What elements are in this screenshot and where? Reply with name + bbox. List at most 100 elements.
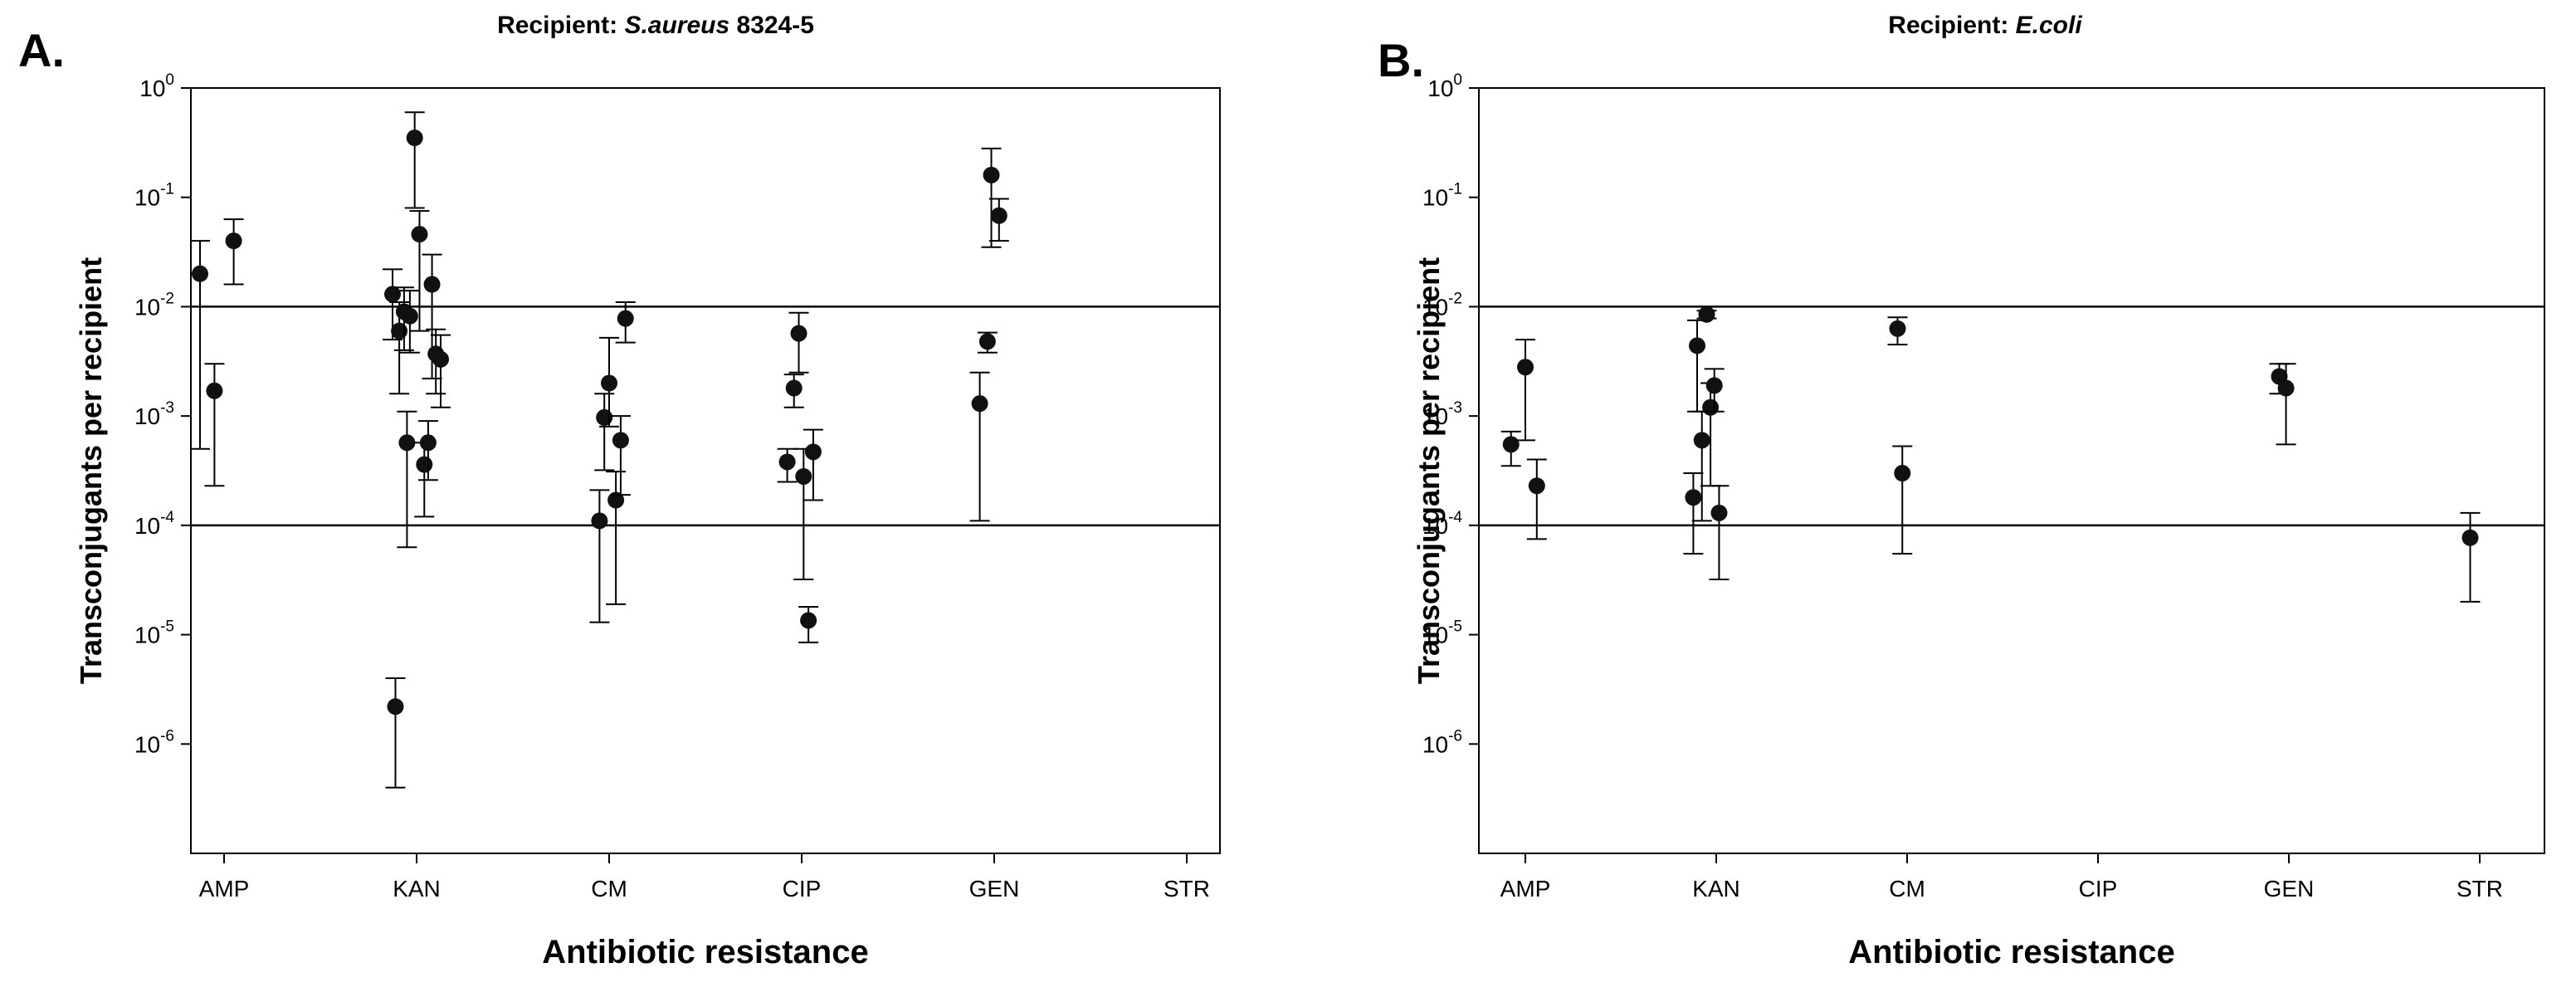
marker: [419, 434, 437, 452]
y-tick-label: 100: [1427, 71, 1462, 101]
chart-panel-a: A. Recipient: S.aureus 8324-5 100 10-1 10-2 1…: [18, 12, 1221, 970]
x-tick-label-cm: CM: [1889, 876, 1925, 902]
y-tick-label: 10-6: [134, 727, 174, 757]
y-tick-label: 10-1: [1422, 181, 1462, 211]
chart-title-prefix: Recipient:: [497, 12, 624, 39]
marker: [1517, 359, 1534, 376]
marker: [1685, 489, 1702, 506]
y-tick-label: 10-2: [1422, 290, 1462, 320]
panel-label: A.: [18, 24, 65, 76]
data-point: [1500, 430, 1521, 467]
data-point: [2460, 511, 2481, 603]
marker: [1693, 432, 1710, 449]
x-tick-label-cip: CIP: [2079, 876, 2118, 902]
y-tick-label: 10-4: [134, 509, 174, 539]
data-point: [589, 489, 610, 623]
data-point: [190, 240, 210, 450]
marker: [607, 491, 625, 509]
data-point: [610, 415, 631, 496]
marker: [1502, 436, 1520, 453]
y-tick-label: 10-1: [134, 181, 174, 211]
marker: [1889, 320, 1906, 337]
data-point: [1887, 316, 1908, 346]
marker: [391, 322, 408, 340]
data-point: [793, 447, 814, 581]
data-point: [204, 363, 225, 487]
x-tick-label-gen: GEN: [969, 876, 1020, 902]
data-point: [431, 334, 451, 408]
marker: [398, 434, 416, 452]
plot-frame: [1478, 87, 2545, 854]
data-point: [788, 311, 809, 374]
data-point: [615, 301, 636, 344]
data-point: [1709, 485, 1730, 581]
marker: [790, 325, 807, 342]
y-tick-label: 10-5: [1422, 618, 1462, 648]
data-point: [594, 393, 615, 472]
plot-frame: [190, 87, 1221, 854]
data-point: [803, 428, 823, 501]
data-point: [798, 605, 819, 643]
marker: [1705, 377, 1723, 394]
x-tick-label-gen: GEN: [2264, 876, 2315, 902]
data-point: [385, 677, 406, 789]
y-tick-label: 10-3: [1422, 399, 1462, 429]
chart-panel-b: B. Recipient: E.coli 100 10-1 10-2 10-3 10-4 10…: [1378, 12, 2545, 970]
marker: [416, 456, 433, 473]
chart-title-species: S.aureus: [624, 12, 729, 39]
data-point: [2276, 363, 2296, 446]
panel-label: B.: [1378, 34, 1424, 86]
y-tick-label: 10-2: [134, 290, 174, 320]
data-point: [988, 198, 1009, 242]
x-tick-label-amp: AMP: [1500, 876, 1551, 902]
y-axis-label: Transconjugants per recipient: [74, 257, 108, 684]
chart-title-suffix: 8324-5: [729, 12, 814, 39]
data-point: [409, 210, 430, 332]
data-point: [1892, 445, 1913, 555]
marker: [423, 276, 441, 293]
chart-title-prefix: Recipient:: [1888, 12, 2015, 39]
marker: [192, 265, 208, 282]
marker: [778, 453, 796, 471]
y-tick-label: 100: [139, 71, 174, 101]
marker: [601, 374, 617, 392]
x-tick-label-kan: KAN: [393, 876, 441, 902]
data-point: [977, 331, 998, 354]
data-point: [606, 471, 627, 605]
data-point: [223, 218, 244, 286]
x-tick-label-str: STR: [2456, 876, 2503, 902]
x-tick-label-cm: CM: [591, 876, 627, 902]
marker: [432, 350, 449, 368]
data-point: [969, 371, 990, 522]
marker: [1894, 465, 1911, 482]
chart-title: Recipient: S.aureus 8324-5: [497, 12, 814, 39]
marker: [1698, 305, 1715, 323]
data-point: [399, 290, 420, 354]
data-point: [599, 336, 619, 428]
data-point: [1704, 368, 1725, 413]
data-point: [1683, 472, 1704, 555]
marker: [800, 612, 817, 629]
marker: [2461, 529, 2479, 546]
marker: [2277, 379, 2295, 397]
y-tick-label: 10-6: [1422, 727, 1462, 757]
data-point: [1696, 305, 1717, 323]
marker: [971, 395, 988, 413]
data-point: [777, 447, 798, 483]
marker: [225, 232, 242, 250]
marker: [804, 443, 822, 461]
y-tick-label: 10-4: [1422, 509, 1462, 539]
x-axis-label: Antibiotic resistance: [542, 934, 868, 970]
x-tick-label-amp: AMP: [199, 876, 250, 902]
marker: [1528, 477, 1545, 495]
marker: [612, 432, 629, 449]
marker: [596, 408, 613, 426]
y-axis-label: Transconjugants per recipient: [1412, 257, 1446, 684]
marker: [206, 382, 223, 399]
x-axis-label: Antibiotic resistance: [1848, 934, 2174, 970]
marker: [387, 698, 404, 716]
marker: [617, 310, 634, 327]
marker: [401, 307, 418, 325]
data-point: [1515, 339, 1535, 442]
